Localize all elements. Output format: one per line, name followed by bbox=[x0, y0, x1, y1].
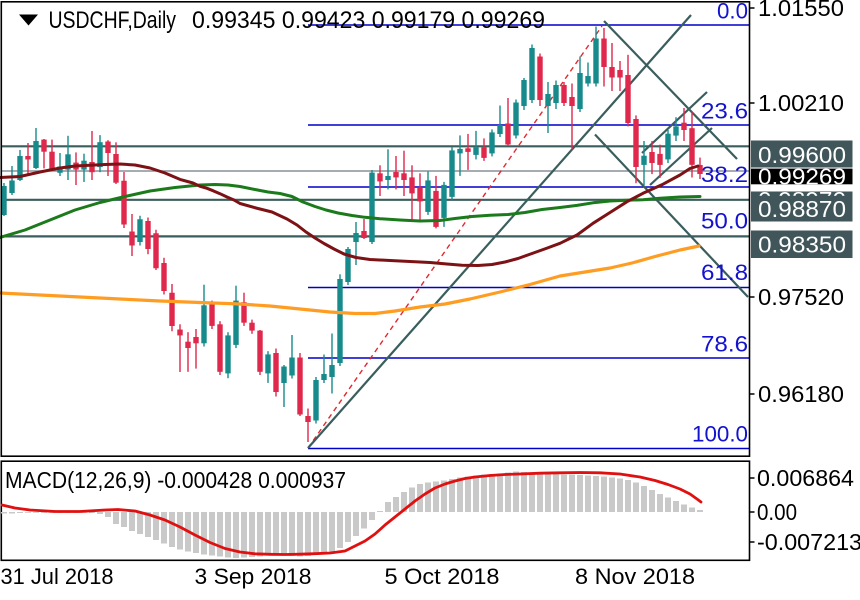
svg-text:0.96180: 0.96180 bbox=[758, 381, 844, 407]
svg-text:MACD(12,26,9) -0.000428 0.0009: MACD(12,26,9) -0.000428 0.000937 bbox=[5, 467, 346, 493]
svg-text:23.6: 23.6 bbox=[701, 99, 748, 124]
svg-text:38.2: 38.2 bbox=[701, 162, 748, 187]
svg-text:0.98870: 0.98870 bbox=[758, 196, 846, 222]
svg-text:0.99269: 0.99269 bbox=[758, 163, 846, 189]
svg-text:50.0: 50.0 bbox=[701, 209, 748, 234]
svg-text:USDCHF,Daily: USDCHF,Daily bbox=[49, 7, 177, 34]
svg-text:3 Sep 2018: 3 Sep 2018 bbox=[195, 564, 312, 589]
svg-text:0.98350: 0.98350 bbox=[758, 232, 846, 258]
svg-text:61.8: 61.8 bbox=[701, 260, 748, 285]
svg-text:0.00: 0.00 bbox=[757, 499, 797, 525]
svg-text:8 Nov 2018: 8 Nov 2018 bbox=[575, 564, 695, 589]
svg-text:0.99600: 0.99600 bbox=[758, 142, 846, 168]
svg-text:-0.007213: -0.007213 bbox=[757, 529, 860, 555]
svg-text:1.01550: 1.01550 bbox=[758, 0, 844, 21]
svg-text:5 Oct 2018: 5 Oct 2018 bbox=[385, 564, 500, 589]
svg-text:0.006864: 0.006864 bbox=[757, 465, 854, 491]
svg-text:1.00210: 1.00210 bbox=[758, 90, 844, 116]
svg-text:31 Jul 2018: 31 Jul 2018 bbox=[1, 564, 114, 589]
svg-text:78.6: 78.6 bbox=[701, 332, 748, 357]
svg-text:0.99345 0.99423 0.99179 0.9926: 0.99345 0.99423 0.99179 0.99269 bbox=[192, 7, 545, 34]
svg-text:0.0: 0.0 bbox=[717, 0, 748, 24]
svg-text:100.0: 100.0 bbox=[692, 422, 748, 447]
svg-text:0.97520: 0.97520 bbox=[758, 284, 844, 310]
